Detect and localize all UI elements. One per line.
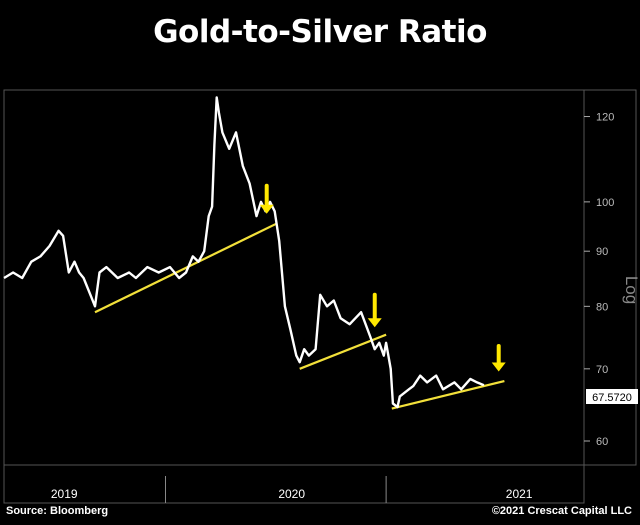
ratio-series-line <box>3 96 485 409</box>
y-tick-label: 120 <box>596 112 614 124</box>
last-value-badge-bg <box>586 389 638 404</box>
y-axis-panel <box>583 89 637 466</box>
y-tick-label: 60 <box>596 436 608 448</box>
y-tick-label: 100 <box>596 197 614 209</box>
y-tick-label: 70 <box>596 364 608 376</box>
y-tick-label: 80 <box>596 301 608 313</box>
last-value-badge: 67.5720 <box>592 392 632 404</box>
down-arrow-icon <box>259 183 274 214</box>
chart-title: Gold-to-Silver Ratio <box>153 14 487 50</box>
arrows <box>259 183 506 372</box>
trendlines <box>94 222 505 410</box>
x-axis-panel <box>3 464 585 504</box>
x-axis: 2019 2020 2021 <box>51 476 533 503</box>
support-trendline <box>94 222 278 314</box>
source-note: Source: Bloomberg <box>6 505 109 517</box>
x-tick-label: 2020 <box>278 487 305 501</box>
down-arrow-icon <box>367 292 382 328</box>
copyright-note: ©2021 Crescat Capital LLC <box>491 505 632 517</box>
x-tick-label: 2019 <box>51 487 78 501</box>
series-layer <box>3 96 485 409</box>
y-axis-label: Log <box>622 276 640 304</box>
y-axis: 60 70 80 90 100 120 <box>584 112 614 448</box>
y-tick-label: 90 <box>596 246 608 258</box>
support-trendline <box>391 379 505 410</box>
down-arrow-icon <box>491 343 506 372</box>
plot-area <box>3 89 585 466</box>
x-tick-label: 2021 <box>506 487 533 501</box>
